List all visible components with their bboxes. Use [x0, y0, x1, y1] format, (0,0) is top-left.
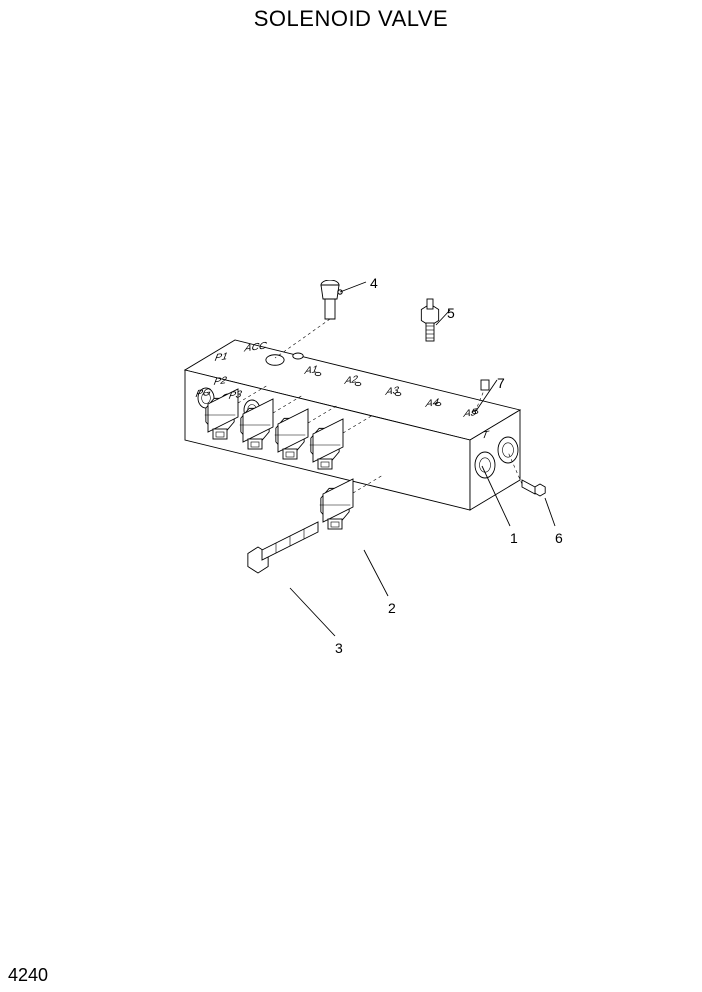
- port-label-a5: A5: [463, 407, 478, 420]
- port-label-p1: P1: [214, 351, 229, 364]
- callout-2: 2: [388, 600, 396, 616]
- port-label-p3: P3: [228, 389, 243, 402]
- diagram-svg: [140, 280, 570, 700]
- exploded-diagram: ACCP1P2PGP3A1A2A3A4A5T1234567: [140, 280, 570, 700]
- port-label-a3: A3: [385, 385, 400, 398]
- page-title: SOLENOID VALVE: [0, 6, 702, 32]
- port-label-a4: A4: [425, 397, 440, 410]
- page-number: 4240: [8, 965, 48, 986]
- callout-5: 5: [447, 305, 455, 321]
- port-label-a2: A2: [344, 374, 359, 387]
- callout-6: 6: [555, 530, 563, 546]
- port-label-a1: A1: [304, 364, 319, 377]
- callout-4: 4: [370, 275, 378, 291]
- callout-7: 7: [497, 375, 505, 391]
- port-label-p2: P2: [213, 375, 228, 388]
- callout-1: 1: [510, 530, 518, 546]
- callout-3: 3: [335, 640, 343, 656]
